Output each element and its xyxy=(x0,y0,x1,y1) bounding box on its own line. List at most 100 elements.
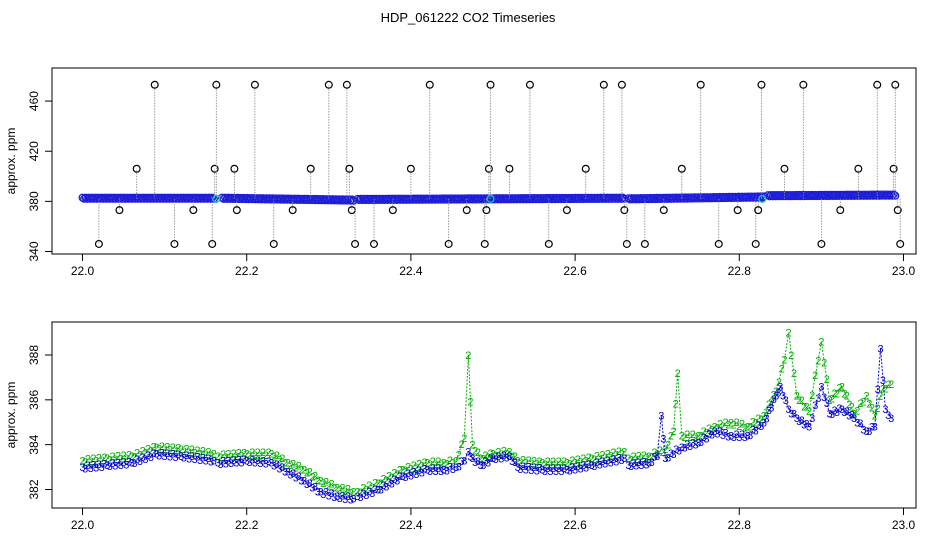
series-marker: 2 xyxy=(742,422,748,434)
spike-point xyxy=(115,206,124,215)
spike-point xyxy=(189,206,198,215)
series-marker: 2 xyxy=(750,416,756,428)
series-marker: 3 xyxy=(780,390,786,402)
series-marker: 2 xyxy=(841,388,847,400)
series-marker: 2 xyxy=(763,407,769,419)
series-marker: 3 xyxy=(804,418,810,430)
series-marker: 3 xyxy=(397,471,403,483)
series-marker: 3 xyxy=(812,400,818,412)
series-marker: 2 xyxy=(480,454,486,466)
cyan-point xyxy=(486,194,495,203)
spike-point xyxy=(486,80,495,89)
spike-point xyxy=(817,239,826,248)
series-marker: 2 xyxy=(307,467,313,479)
series-marker: 2 xyxy=(512,451,518,463)
series-marker: 3 xyxy=(200,452,206,464)
series-marker: 2 xyxy=(567,459,573,471)
series-marker: 3 xyxy=(285,467,291,479)
series-marker: 2 xyxy=(208,450,214,462)
series-line xyxy=(82,348,892,499)
series-marker: 2 xyxy=(419,461,425,473)
series-marker: 3 xyxy=(257,458,263,470)
series-marker: 3 xyxy=(504,453,510,465)
series-marker: 3 xyxy=(357,492,363,504)
series-marker: 3 xyxy=(734,429,740,441)
series-marker: 3 xyxy=(839,404,845,416)
series-marker: 2 xyxy=(515,455,521,467)
series-marker: 3 xyxy=(597,460,603,472)
series-marker: 3 xyxy=(801,420,807,432)
baseline-point xyxy=(615,193,624,202)
series-marker: 2 xyxy=(453,455,459,467)
series-marker: 2 xyxy=(469,440,475,452)
series-marker: 2 xyxy=(115,451,121,463)
series-marker: 3 xyxy=(665,453,671,465)
series-marker: 3 xyxy=(714,428,720,440)
series-marker: 3 xyxy=(386,477,392,489)
series-marker: 3 xyxy=(328,488,334,500)
series-marker: 2 xyxy=(478,453,484,465)
series-marker: 2 xyxy=(162,444,168,456)
series-marker: 2 xyxy=(257,450,263,462)
series-marker: 3 xyxy=(159,448,165,460)
series-marker: 2 xyxy=(101,452,107,464)
series-marker: 3 xyxy=(728,431,734,443)
series-marker: 2 xyxy=(389,472,395,484)
series-marker: 2 xyxy=(657,445,663,457)
series-marker: 2 xyxy=(619,448,625,460)
series-marker: 2 xyxy=(591,454,597,466)
series-marker: 3 xyxy=(758,421,764,433)
series-marker: 2 xyxy=(156,444,162,456)
series-marker: 3 xyxy=(690,437,696,449)
series-marker: 3 xyxy=(472,457,478,469)
spike-point xyxy=(232,206,241,215)
series-marker: 3 xyxy=(750,425,756,437)
series-marker: 2 xyxy=(282,458,288,470)
series-marker: 3 xyxy=(266,456,272,468)
series-marker: 2 xyxy=(831,388,837,400)
spike-point xyxy=(696,80,705,89)
series-marker: 3 xyxy=(211,455,217,467)
series-marker: 2 xyxy=(233,451,239,463)
series-marker: 2 xyxy=(432,459,438,471)
series-marker: 3 xyxy=(389,479,395,491)
series-marker: 2 xyxy=(447,455,453,467)
series-marker: 3 xyxy=(564,464,570,476)
series-marker: 2 xyxy=(690,429,696,441)
series-marker: 2 xyxy=(397,464,403,476)
series-marker: 2 xyxy=(467,396,473,408)
series-marker: 3 xyxy=(785,404,791,416)
series-marker: 3 xyxy=(788,408,794,420)
series-marker: 2 xyxy=(472,446,478,458)
series-marker: 2 xyxy=(714,422,720,434)
baseline-point xyxy=(349,196,358,205)
series-marker: 3 xyxy=(268,458,274,470)
series-marker: 2 xyxy=(255,447,261,459)
series-marker: 3 xyxy=(880,375,886,387)
spike-point xyxy=(351,239,360,248)
series-marker: 3 xyxy=(296,471,302,483)
series-marker: 2 xyxy=(430,456,436,468)
figure-title: HDP_061222 CO2 Timeseries xyxy=(381,10,556,25)
series-marker: 2 xyxy=(550,456,556,468)
series-marker: 2 xyxy=(580,453,586,465)
series-marker: 2 xyxy=(885,379,891,391)
y-tick-label: 380 xyxy=(27,191,41,211)
series-marker: 2 xyxy=(531,455,537,467)
series-marker: 3 xyxy=(467,451,473,463)
series-marker: 2 xyxy=(172,445,178,457)
series-marker: 2 xyxy=(301,464,307,476)
series-marker: 2 xyxy=(112,454,118,466)
series-marker: 3 xyxy=(747,430,753,442)
series-marker: 2 xyxy=(671,426,677,438)
series-marker: 2 xyxy=(304,468,310,480)
series-marker: 2 xyxy=(129,451,135,463)
spike-point xyxy=(854,164,863,173)
spike-point xyxy=(425,80,434,89)
series-marker: 3 xyxy=(495,451,501,463)
series-marker: 2 xyxy=(228,451,234,463)
series-marker: 2 xyxy=(203,449,209,461)
series-marker: 2 xyxy=(709,425,715,437)
spike-point xyxy=(889,164,898,173)
series-marker: 3 xyxy=(189,451,195,463)
